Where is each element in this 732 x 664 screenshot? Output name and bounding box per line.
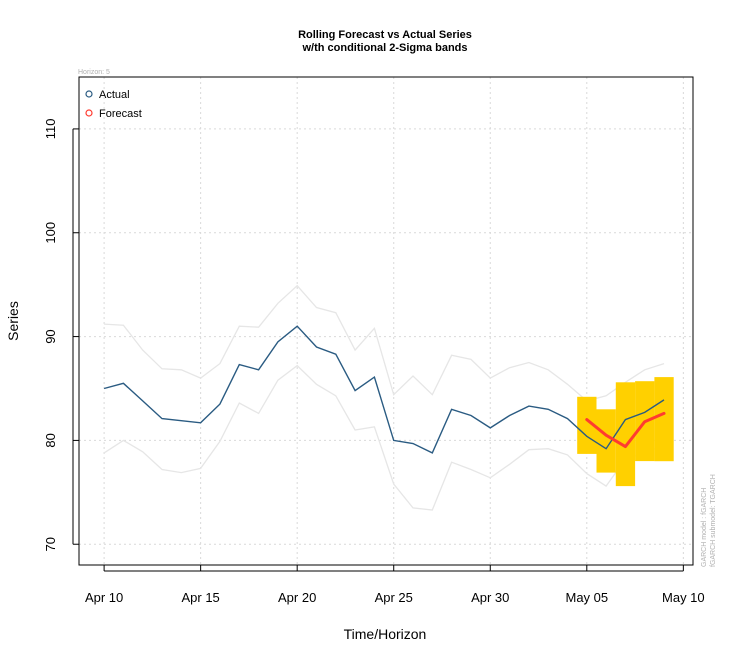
horizon-label: Horizon: 5: [78, 69, 110, 76]
x-tick-label: Apr 25: [375, 590, 413, 605]
y-tick-label: 80: [43, 433, 58, 447]
model-note-line-1: GARCH model : fGARCH: [701, 488, 708, 567]
y-axis-title: Series: [5, 301, 21, 341]
legend-label-forecast: Forecast: [99, 108, 142, 120]
x-tick-label: Apr 30: [471, 590, 509, 605]
legend-label-actual: Actual: [99, 89, 130, 101]
model-note-line-2: fGARCH submodel: TGARCH: [710, 474, 717, 567]
legend-marker-forecast: [85, 109, 93, 117]
x-tick-label: Apr 10: [85, 590, 123, 605]
x-tick-label: May 05: [565, 590, 608, 605]
chart-title: Rolling Forecast vs Actual Series: [298, 29, 472, 41]
y-axis: 70 80 90 100 110: [43, 119, 79, 551]
y-tick-label: 90: [43, 329, 58, 343]
y-tick-label: 100: [43, 222, 58, 244]
forecast-series-line: [585, 411, 666, 449]
series-layer: [103, 325, 666, 454]
legend: Actual Forecast: [85, 89, 142, 120]
actual-series-line: [103, 325, 665, 454]
x-tick-label: Apr 20: [278, 590, 316, 605]
forecast-band-block: [615, 382, 636, 487]
x-axis-title: Time/Horizon: [344, 626, 427, 642]
x-axis: Apr 10 Apr 15 Apr 20 Apr 25 Apr 30 May 05 May …: [85, 565, 705, 605]
band-layer: [103, 284, 674, 511]
y-tick-label: 110: [43, 119, 58, 140]
x-tick-label: May 10: [662, 590, 705, 605]
grid-lines: [79, 77, 693, 565]
upper-sigma-band: [104, 284, 665, 402]
forecast-band-block: [596, 409, 616, 473]
x-tick-label: Apr 15: [181, 590, 219, 605]
forecast-band-block: [654, 377, 674, 462]
chart-subtitle: w/th conditional 2-Sigma bands: [301, 42, 467, 54]
lower-sigma-band: [103, 364, 665, 511]
plot-frame: [78, 76, 694, 566]
y-tick-label: 70: [43, 537, 58, 551]
legend-marker-actual: [85, 90, 93, 98]
model-note: GARCH model : fGARCH fGARCH submodel: TG…: [701, 474, 717, 567]
